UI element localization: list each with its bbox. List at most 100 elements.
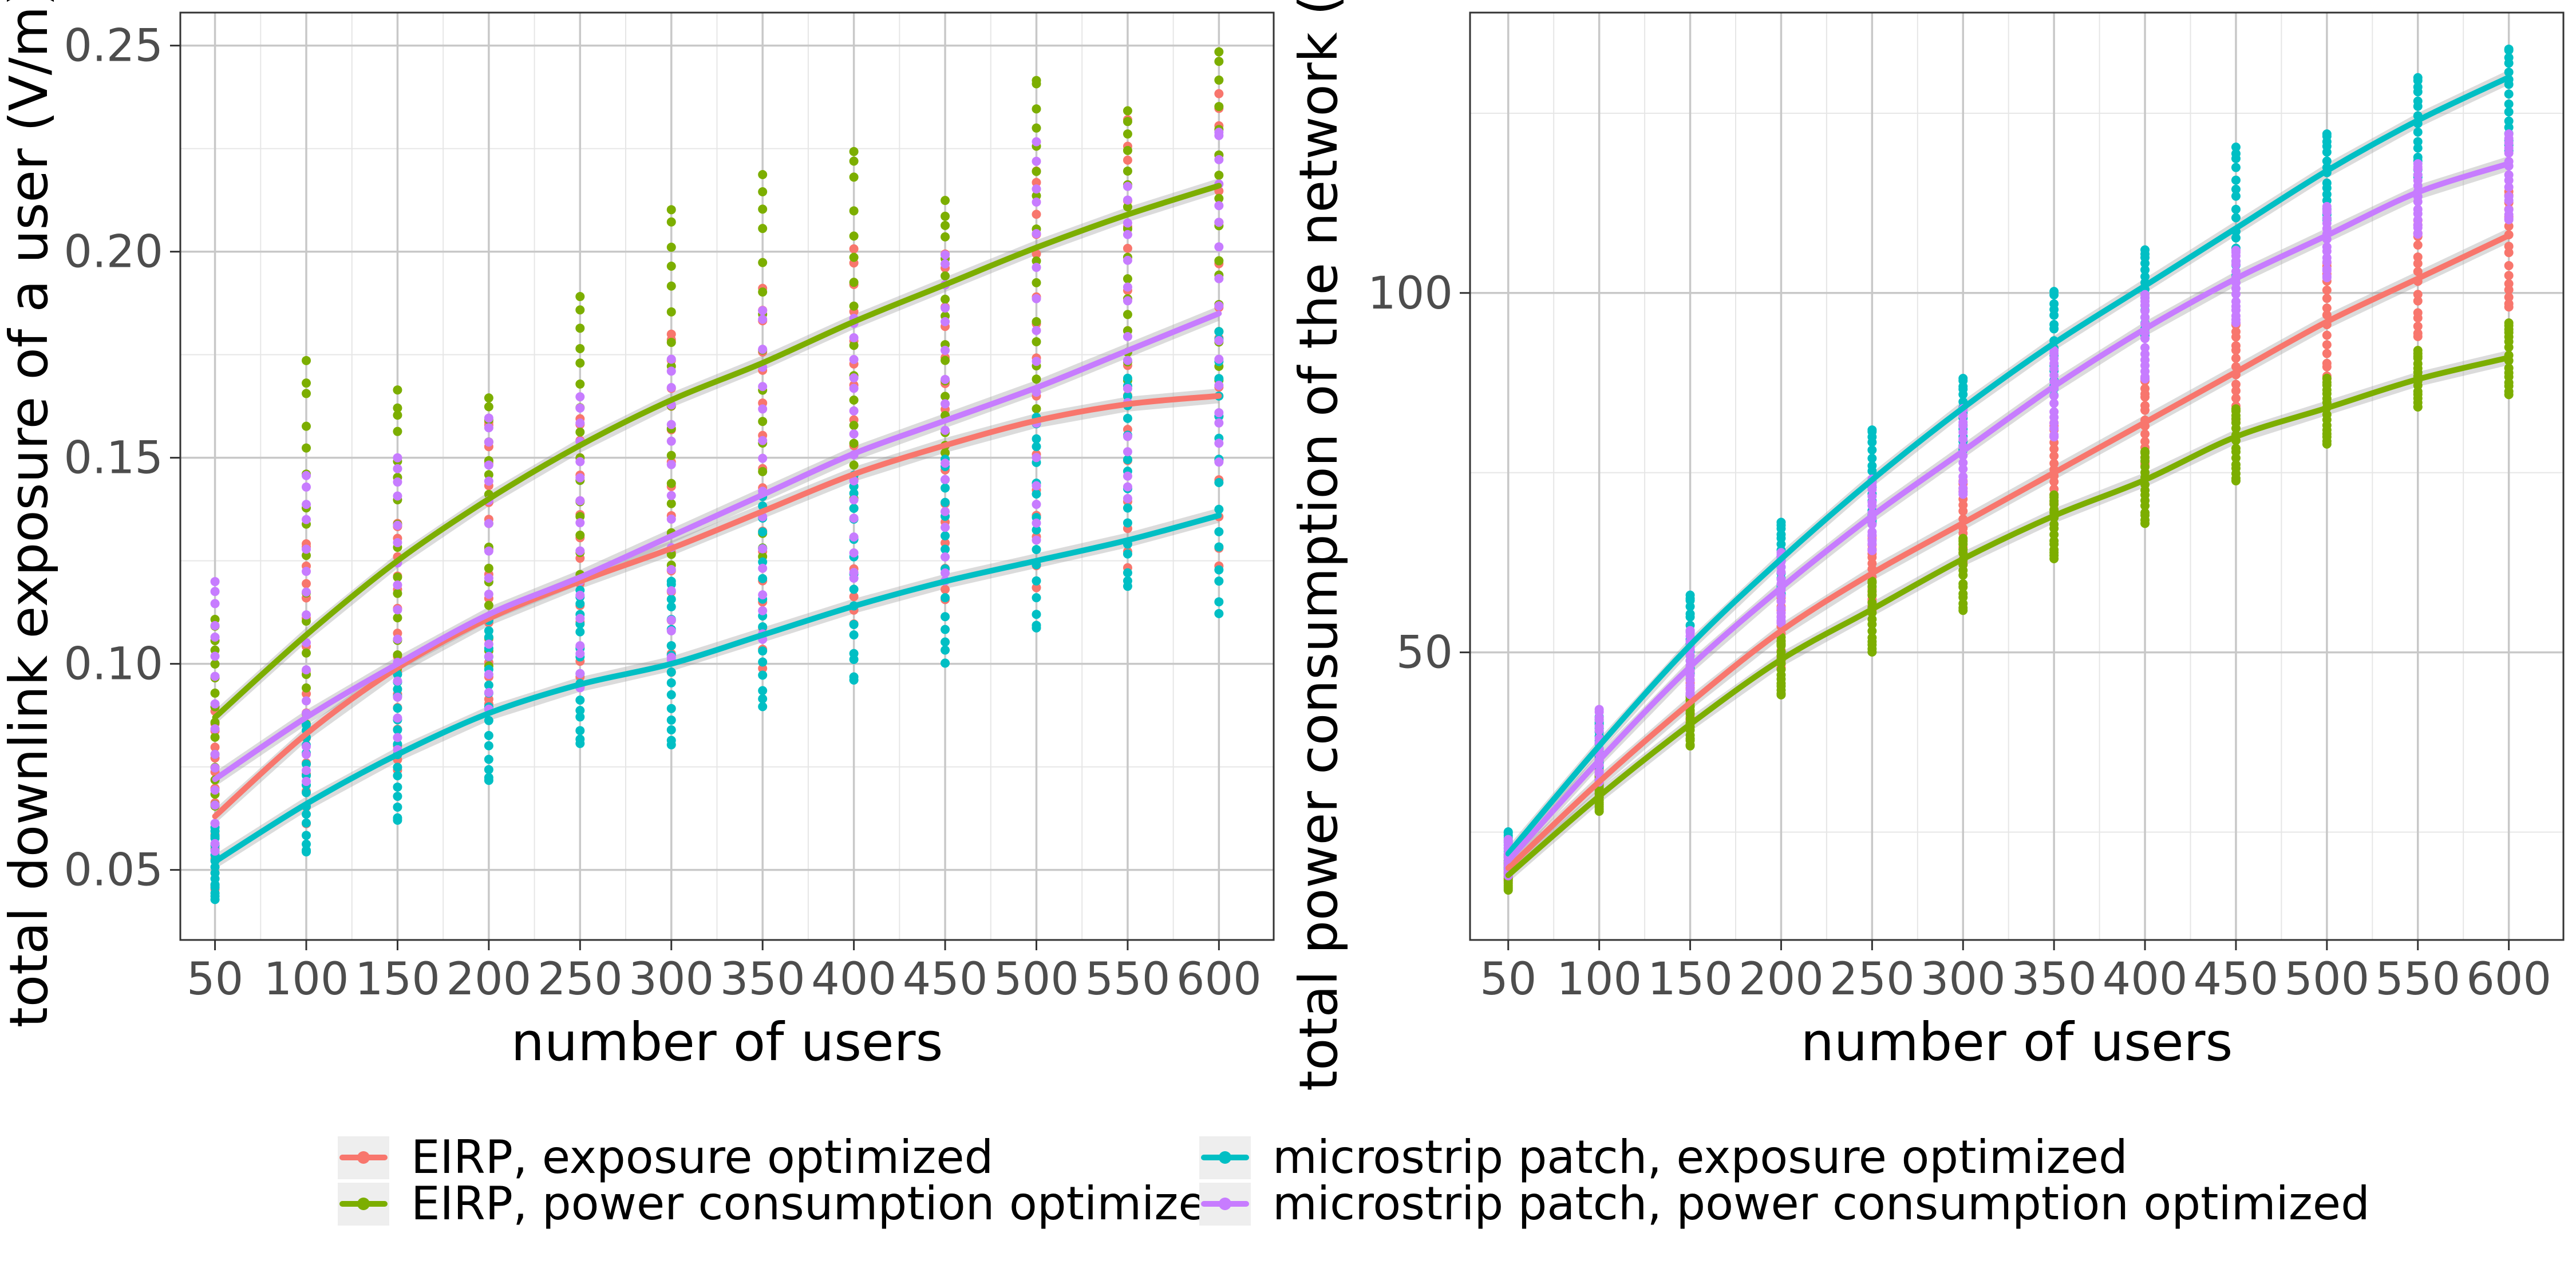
microstrip-patch-exposure-optimized-point <box>666 704 676 713</box>
microstrip-patch-power-consumption-optimized-point <box>484 688 493 697</box>
eirp-power-consumption-optimized-point <box>1214 193 1224 203</box>
eirp-exposure-optimized-point <box>2413 308 2423 318</box>
eirp-power-consumption-optimized-point <box>666 205 676 215</box>
microstrip-patch-power-consumption-optimized-point <box>849 333 859 343</box>
eirp-exposure-optimized-point <box>2140 401 2150 410</box>
microstrip-patch-power-consumption-optimized-point <box>2049 430 2059 440</box>
microstrip-patch-exposure-optimized-point <box>849 619 859 629</box>
microstrip-patch-power-consumption-optimized-point <box>575 641 585 651</box>
microstrip-patch-power-consumption-optimized-point <box>1032 453 1041 463</box>
microstrip-patch-exposure-optimized-point <box>1123 392 1132 401</box>
microstrip-patch-power-consumption-optimized-point <box>941 425 950 435</box>
eirp-power-consumption-optimized-point <box>849 231 859 241</box>
microstrip-patch-power-consumption-optimized-point <box>210 839 220 848</box>
microstrip-patch-power-consumption-optimized-point <box>666 491 676 500</box>
microstrip-patch-exposure-optimized-point <box>393 802 402 812</box>
exposure-panel: 50 100 150 200 250 300 350 400 450 500 550 600 0.05 0… <box>0 0 1275 1073</box>
microstrip-patch-exposure-optimized-point <box>758 574 768 583</box>
microstrip-patch-exposure-optimized-point <box>666 667 676 677</box>
legend-key-dot <box>1219 1198 1231 1210</box>
microstrip-patch-exposure-optimized-point <box>941 658 950 668</box>
microstrip-patch-exposure-optimized-point <box>666 725 676 734</box>
microstrip-patch-exposure-optimized-point <box>393 725 402 735</box>
microstrip-patch-power-consumption-optimized-point <box>210 819 220 828</box>
microstrip-patch-power-consumption-optimized-point <box>575 518 585 528</box>
exposure-x-tick-label: 50 <box>187 954 243 1005</box>
eirp-power-consumption-optimized-point <box>484 600 493 610</box>
microstrip-patch-power-consumption-optimized-point <box>1032 481 1041 491</box>
eirp-power-consumption-optimized-point <box>1123 202 1132 212</box>
microstrip-patch-power-consumption-optimized-point <box>484 590 493 599</box>
eirp-power-consumption-optimized-point <box>1032 167 1041 176</box>
eirp-exposure-optimized-point <box>1214 89 1224 98</box>
legend-label: EIRP, exposure optimized <box>411 1131 993 1184</box>
power-y-tick-label: 100 <box>1368 268 1453 319</box>
microstrip-patch-power-consumption-optimized-point <box>2049 370 2059 380</box>
microstrip-patch-power-consumption-optimized-point <box>2504 182 2514 192</box>
microstrip-patch-power-consumption-optimized-point <box>393 713 402 723</box>
eirp-exposure-optimized-point <box>2322 340 2332 350</box>
microstrip-patch-exposure-optimized-point <box>941 645 950 655</box>
microstrip-patch-power-consumption-optimized-point <box>849 406 859 416</box>
microstrip-patch-power-consumption-optimized-point <box>302 696 311 706</box>
microstrip-patch-power-consumption-optimized-point <box>1503 835 1513 844</box>
microstrip-patch-exposure-optimized-point <box>1032 442 1041 452</box>
exposure-x-tick-label: 550 <box>1085 954 1170 1005</box>
microstrip-patch-power-consumption-optimized-point <box>2049 398 2059 408</box>
eirp-power-consumption-optimized-point <box>1032 104 1041 114</box>
exposure-y-tick-label: 0.20 <box>64 227 163 278</box>
eirp-power-consumption-optimized-point <box>758 258 768 267</box>
microstrip-patch-power-consumption-optimized-point <box>849 373 859 383</box>
exposure-fit-lines <box>212 183 1222 865</box>
eirp-exposure-optimized-point <box>2231 380 2241 389</box>
eirp-power-consumption-optimized-point <box>302 421 311 431</box>
microstrip-patch-exposure-optimized-point <box>575 712 585 722</box>
microstrip-patch-exposure-optimized-point <box>1867 461 1877 471</box>
microstrip-patch-power-consumption-optimized-point <box>302 610 311 620</box>
microstrip-patch-power-consumption-optimized-point <box>849 495 859 505</box>
microstrip-patch-exposure-optimized-point <box>575 696 585 705</box>
microstrip-patch-exposure-optimized-point <box>2140 272 2150 282</box>
microstrip-patch-power-consumption-optimized-point <box>849 532 859 542</box>
microstrip-patch-power-consumption-optimized-point <box>666 460 676 469</box>
microstrip-patch-exposure-optimized-point <box>666 594 676 604</box>
eirp-power-consumption-optimized-point <box>575 305 585 315</box>
microstrip-patch-exposure-optimized-point <box>1123 568 1132 578</box>
microstrip-patch-exposure-optimized-point <box>666 736 676 745</box>
microstrip-patch-exposure-optimized-point <box>2504 89 2514 99</box>
microstrip-patch-exposure-optimized-point <box>2231 191 2241 201</box>
microstrip-patch-power-consumption-optimized-point <box>1214 381 1224 390</box>
exposure-y-tick-label: 0.15 <box>64 433 163 484</box>
microstrip-patch-exposure-optimized-point <box>2322 129 2332 139</box>
eirp-exposure-optimized-point <box>2322 349 2332 358</box>
eirp-power-consumption-optimized-point <box>302 683 311 693</box>
eirp-exposure-optimized-point <box>2140 384 2150 393</box>
microstrip-patch-exposure-optimized-point <box>393 813 402 823</box>
microstrip-patch-power-consumption-optimized-point <box>2322 202 2332 211</box>
microstrip-patch-exposure-optimized-point <box>1032 610 1041 619</box>
eirp-exposure-optimized-point <box>2413 329 2423 338</box>
microstrip-patch-power-consumption-optimized-point <box>1123 471 1132 481</box>
microstrip-patch-exposure-optimized-point <box>2504 123 2514 132</box>
microstrip-patch-exposure-optimized-point <box>1123 373 1132 383</box>
microstrip-patch-power-consumption-optimized-point <box>2413 204 2423 214</box>
microstrip-patch-power-consumption-optimized-point <box>941 523 950 532</box>
microstrip-patch-power-consumption-optimized-point <box>849 548 859 558</box>
microstrip-patch-exposure-optimized-point <box>941 593 950 603</box>
eirp-power-consumption-optimized-point <box>666 262 676 271</box>
microstrip-patch-power-consumption-optimized-point <box>2140 343 2150 353</box>
microstrip-patch-exposure-optimized-point <box>1123 503 1132 513</box>
eirp-power-consumption-optimized-point <box>849 460 859 470</box>
microstrip-patch-exposure-optimized-point <box>849 630 859 640</box>
microstrip-patch-exposure-optimized-point <box>941 531 950 541</box>
eirp-power-consumption-optimized-point <box>1214 57 1224 66</box>
microstrip-patch-power-consumption-optimized-point <box>2322 242 2332 252</box>
microstrip-patch-exposure-optimized-point <box>2049 299 2059 309</box>
microstrip-patch-exposure-optimized-point <box>393 771 402 781</box>
microstrip-patch-exposure-optimized-point <box>2231 213 2241 223</box>
microstrip-patch-exposure-optimized-point <box>393 762 402 772</box>
microstrip-patch-power-consumption-optimized-point <box>302 777 311 787</box>
microstrip-patch-power-consumption-optimized-fit-line <box>212 310 1222 783</box>
microstrip-patch-power-consumption-optimized-point <box>849 429 859 439</box>
microstrip-patch-power-consumption-optimized-point <box>666 436 676 446</box>
